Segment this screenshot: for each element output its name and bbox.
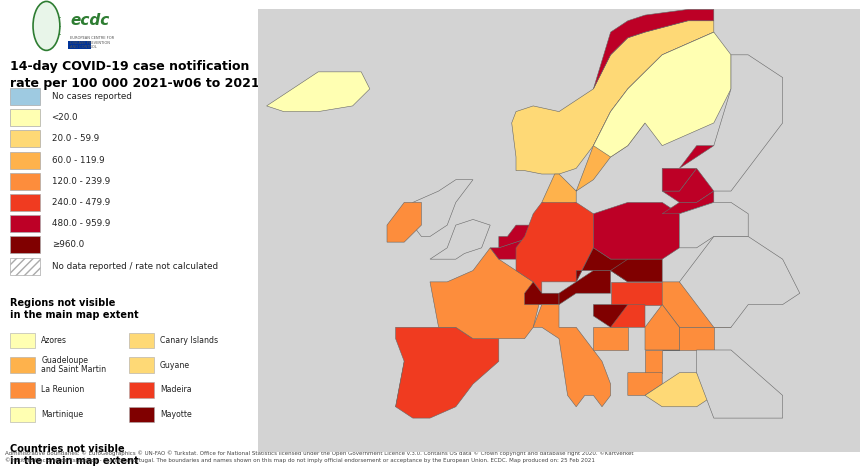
Polygon shape	[679, 203, 748, 248]
Polygon shape	[542, 174, 576, 208]
Polygon shape	[387, 203, 421, 242]
Polygon shape	[611, 305, 645, 327]
Polygon shape	[593, 32, 731, 157]
Polygon shape	[697, 350, 783, 418]
Text: 480.0 - 959.9: 480.0 - 959.9	[52, 219, 110, 228]
Text: Madeira: Madeira	[160, 385, 192, 395]
Polygon shape	[525, 282, 559, 305]
Polygon shape	[662, 327, 714, 350]
FancyBboxPatch shape	[10, 194, 40, 211]
FancyBboxPatch shape	[10, 357, 35, 373]
Polygon shape	[559, 32, 714, 197]
Polygon shape	[662, 168, 714, 203]
Circle shape	[33, 1, 60, 50]
Text: Administrative boundaries: © EuroGeographics © UN-FAO © Turkstat. Office for Nat: Administrative boundaries: © EuroGeograp…	[5, 451, 634, 463]
Polygon shape	[512, 21, 714, 174]
Polygon shape	[533, 305, 611, 407]
Text: <20.0: <20.0	[52, 113, 78, 122]
Text: No cases reported: No cases reported	[52, 92, 132, 101]
Bar	[68, 41, 91, 49]
FancyBboxPatch shape	[129, 357, 153, 373]
Polygon shape	[679, 236, 800, 327]
Polygon shape	[396, 327, 499, 418]
Polygon shape	[645, 373, 714, 407]
Polygon shape	[593, 9, 714, 89]
Text: 120.0 - 239.9: 120.0 - 239.9	[52, 177, 110, 186]
Polygon shape	[516, 203, 593, 293]
Polygon shape	[559, 270, 611, 305]
Text: Guadeloupe
and Saint Martin: Guadeloupe and Saint Martin	[41, 356, 107, 374]
Text: 60.0 - 119.9: 60.0 - 119.9	[52, 155, 104, 165]
Text: Countries not visible
in the main map extent: Countries not visible in the main map ex…	[10, 444, 139, 466]
FancyBboxPatch shape	[129, 382, 153, 398]
Text: 14-day COVID-19 case notification
rate per 100 000 2021-w06 to 2021-w07: 14-day COVID-19 case notification rate p…	[10, 60, 294, 90]
Text: Guyane: Guyane	[160, 360, 190, 370]
Polygon shape	[576, 248, 628, 282]
Polygon shape	[593, 327, 628, 350]
Polygon shape	[499, 225, 533, 248]
Text: ≥960.0: ≥960.0	[52, 240, 83, 250]
Text: La Reunion: La Reunion	[41, 385, 84, 395]
FancyBboxPatch shape	[10, 407, 35, 422]
Polygon shape	[396, 350, 417, 407]
Text: Regions not visible
in the main map extent: Regions not visible in the main map exte…	[10, 298, 139, 320]
Text: ecdc: ecdc	[71, 13, 109, 28]
FancyBboxPatch shape	[10, 236, 40, 253]
Text: 240.0 - 479.9: 240.0 - 479.9	[52, 198, 110, 207]
Polygon shape	[662, 282, 731, 327]
FancyBboxPatch shape	[10, 152, 40, 169]
Text: Mayotte: Mayotte	[160, 410, 192, 420]
Polygon shape	[662, 146, 714, 191]
FancyBboxPatch shape	[10, 130, 40, 147]
Text: No data reported / rate not calculated: No data reported / rate not calculated	[52, 261, 218, 271]
Polygon shape	[593, 203, 679, 259]
Text: 20.0 - 59.9: 20.0 - 59.9	[52, 134, 99, 144]
Polygon shape	[662, 191, 714, 214]
FancyBboxPatch shape	[10, 333, 35, 348]
Polygon shape	[267, 72, 370, 112]
FancyBboxPatch shape	[10, 382, 35, 398]
Polygon shape	[611, 282, 662, 305]
Polygon shape	[430, 248, 542, 339]
Text: EUROPEAN CENTRE FOR
DISEASE PREVENTION
AND CONTROL: EUROPEAN CENTRE FOR DISEASE PREVENTION A…	[71, 36, 114, 49]
Polygon shape	[645, 305, 679, 350]
Polygon shape	[611, 259, 662, 282]
FancyBboxPatch shape	[10, 88, 40, 105]
Polygon shape	[593, 305, 628, 327]
Polygon shape	[679, 55, 783, 191]
FancyBboxPatch shape	[129, 407, 153, 422]
Polygon shape	[628, 373, 662, 395]
Polygon shape	[645, 350, 662, 373]
Text: Canary Islands: Canary Islands	[160, 335, 218, 345]
Text: Martinique: Martinique	[41, 410, 83, 420]
Polygon shape	[430, 219, 490, 259]
Text: Azores: Azores	[41, 335, 67, 345]
FancyBboxPatch shape	[10, 258, 40, 275]
FancyBboxPatch shape	[10, 109, 40, 126]
FancyBboxPatch shape	[129, 333, 153, 348]
FancyBboxPatch shape	[10, 173, 40, 190]
Polygon shape	[490, 236, 533, 259]
FancyBboxPatch shape	[10, 215, 40, 232]
Polygon shape	[413, 180, 473, 236]
